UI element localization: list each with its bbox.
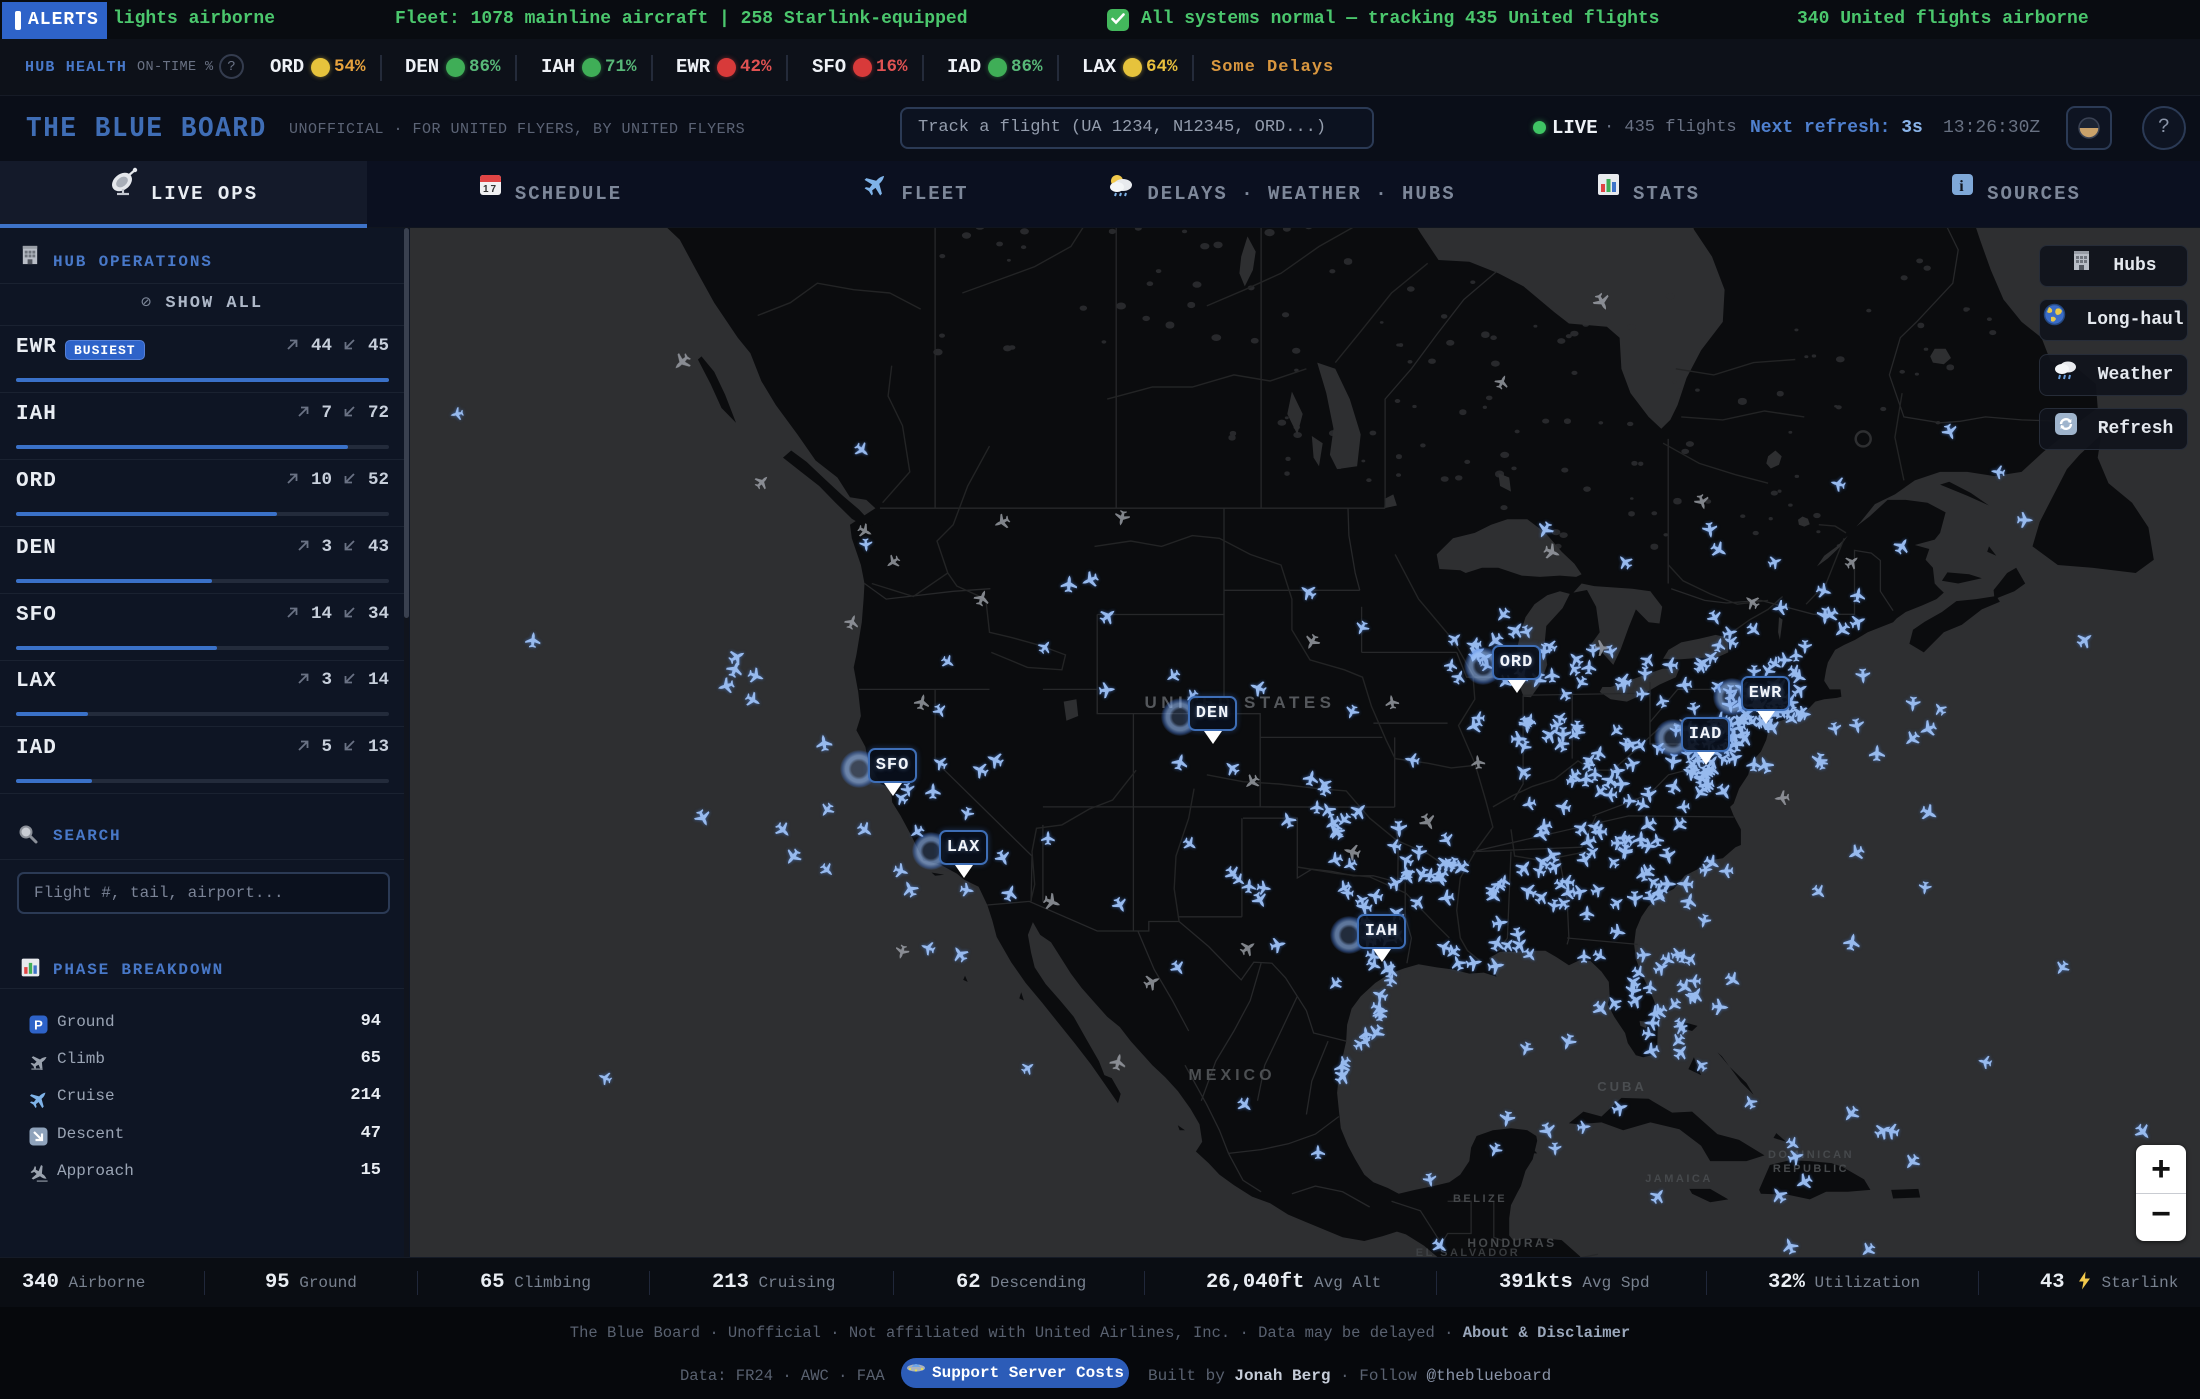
svg-text:JAMAICA: JAMAICA bbox=[1645, 1173, 1713, 1185]
svg-text:CUBA: CUBA bbox=[1597, 1079, 1647, 1094]
svg-text:BELIZE: BELIZE bbox=[1453, 1193, 1507, 1205]
svg-text:P: P bbox=[34, 1018, 43, 1033]
svg-text:REPUBLIC: REPUBLIC bbox=[1773, 1163, 1849, 1175]
svg-text:i: i bbox=[1959, 178, 1965, 195]
svg-text:EL SALVADOR: EL SALVADOR bbox=[1416, 1247, 1521, 1257]
svg-text:HONDURAS: HONDURAS bbox=[1467, 1236, 1556, 1250]
svg-text:17: 17 bbox=[483, 184, 498, 195]
svg-text:MEXICO: MEXICO bbox=[1188, 1067, 1275, 1084]
